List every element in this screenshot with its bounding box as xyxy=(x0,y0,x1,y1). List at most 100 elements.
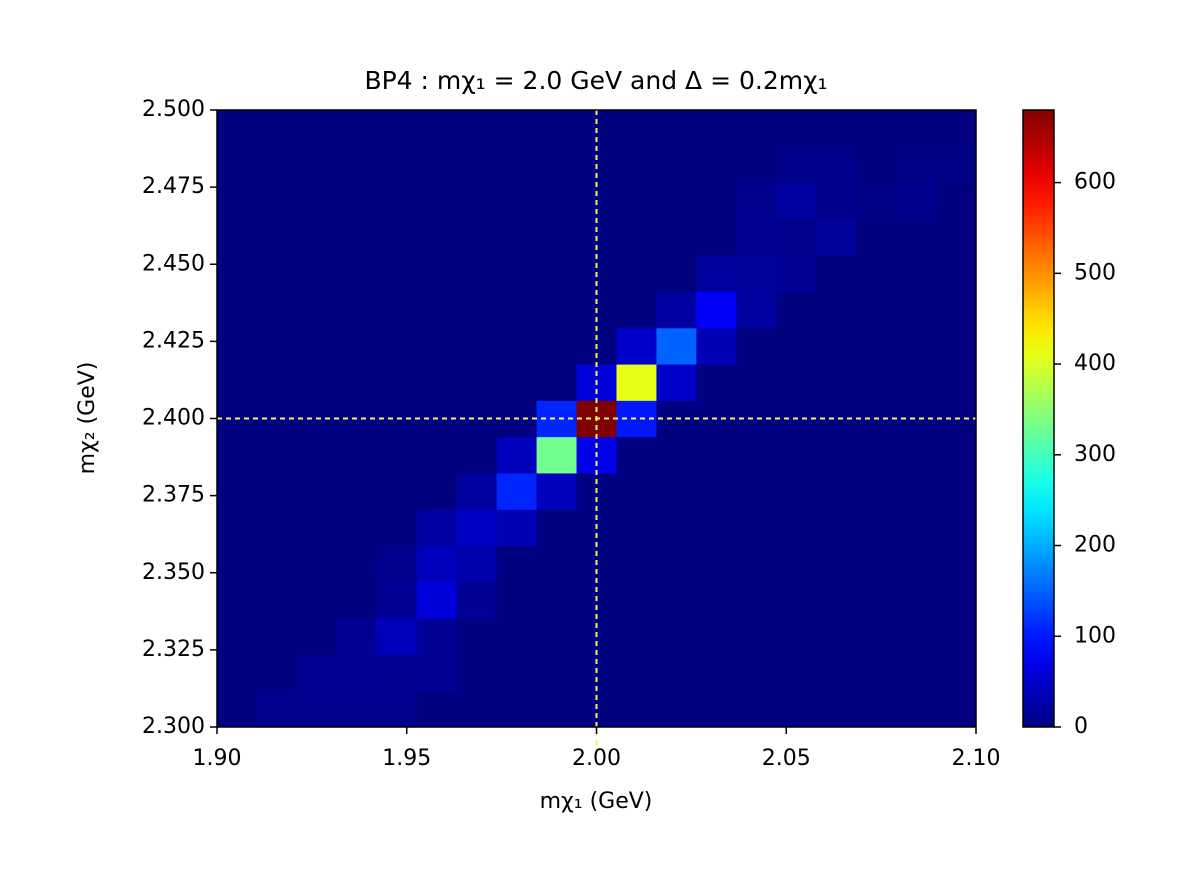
heatmap-cell xyxy=(376,218,418,256)
y-axis-label: mχ₂ (GeV) xyxy=(75,362,100,475)
heatmap-cell xyxy=(376,509,418,547)
heatmap-cell xyxy=(217,436,258,474)
heatmap-cell xyxy=(736,364,777,401)
heatmap-cell xyxy=(456,472,498,510)
heatmap-cell xyxy=(256,654,298,692)
heatmap-cell xyxy=(416,509,458,547)
heatmap-cell xyxy=(816,509,857,547)
heatmap-cell xyxy=(256,182,298,220)
heatmap-cell xyxy=(256,545,298,583)
heatmap-cell xyxy=(456,690,498,728)
heatmap-cell xyxy=(656,255,697,292)
heatmap-cell xyxy=(896,545,937,583)
x-tick-label: 2.00 xyxy=(572,746,621,771)
colorbar xyxy=(1022,109,1055,728)
heatmap-cell xyxy=(416,436,458,474)
colorbar-tick-label: 400 xyxy=(1074,351,1116,376)
heatmap-cell xyxy=(416,110,458,147)
heatmap-cell xyxy=(936,581,977,619)
heatmap-cell xyxy=(456,146,498,184)
heatmap-cell xyxy=(656,509,697,547)
heatmap-cell xyxy=(696,618,737,655)
heatmap-cell xyxy=(217,327,258,365)
heatmap-cell xyxy=(536,436,578,474)
heatmap-cell xyxy=(456,255,498,292)
heatmap-cell xyxy=(496,291,538,329)
heatmap-cell xyxy=(456,436,498,474)
heatmap-cell xyxy=(376,110,418,147)
heatmap-cell xyxy=(896,436,937,474)
heatmap-cell xyxy=(696,255,737,292)
heatmap-cell xyxy=(217,618,258,655)
heatmap-cell xyxy=(296,436,338,474)
heatmap-cell xyxy=(256,146,298,184)
heatmap-cell xyxy=(536,364,578,401)
heatmap-cell xyxy=(616,581,657,619)
heatmap-cell xyxy=(856,110,897,147)
heatmap-cell xyxy=(896,364,937,401)
heatmap-cell xyxy=(217,545,258,583)
heatmap-cell xyxy=(496,218,538,256)
heatmap-cell xyxy=(217,255,258,292)
heatmap-cell xyxy=(456,364,498,401)
heatmap-cell xyxy=(736,472,777,510)
heatmap-cell xyxy=(496,654,538,692)
heatmap-cell xyxy=(336,146,378,184)
heatmap-cell xyxy=(296,690,338,728)
heatmap-cell xyxy=(816,364,857,401)
heatmap-cell xyxy=(816,255,857,292)
heatmap-cell xyxy=(296,291,338,329)
heatmap-cell xyxy=(896,327,937,365)
x-axis-label: mχ₁ (GeV) xyxy=(540,789,653,814)
heatmap-cell xyxy=(616,618,657,655)
heatmap-cell xyxy=(217,581,258,619)
heatmap-cell xyxy=(536,472,578,510)
colorbar-tick-label: 600 xyxy=(1074,170,1116,195)
heatmap-cell xyxy=(656,436,697,474)
heatmap-cell xyxy=(336,509,378,547)
heatmap-cell xyxy=(616,146,657,184)
heatmap-cell xyxy=(456,110,498,147)
heatmap-cell xyxy=(256,509,298,547)
heatmap-cell xyxy=(656,291,697,329)
heatmap-cell xyxy=(376,545,418,583)
heatmap-cell xyxy=(656,472,697,510)
heatmap-cell xyxy=(616,545,657,583)
heatmap-cell xyxy=(816,218,857,256)
heatmap-cell xyxy=(656,690,697,728)
heatmap-cell xyxy=(736,255,777,292)
heatmap-cell xyxy=(416,472,458,510)
heatmap-cell xyxy=(616,291,657,329)
heatmap-cell xyxy=(656,654,697,692)
heatmap-cell xyxy=(696,436,737,474)
heatmap-cell xyxy=(616,654,657,692)
heatmap-cell xyxy=(736,146,777,184)
heatmap-cell xyxy=(296,146,338,184)
heatmap-cell xyxy=(217,472,258,510)
heatmap-cell xyxy=(376,654,418,692)
heatmap-cell xyxy=(217,509,258,547)
heatmap-cell xyxy=(856,690,897,728)
y-tick-label: 2.400 xyxy=(142,406,205,431)
y-tick-label: 2.475 xyxy=(142,174,205,199)
heatmap-cell xyxy=(296,618,338,655)
heatmap-cell xyxy=(656,327,697,365)
heatmap-cell xyxy=(896,472,937,510)
heatmap-cell xyxy=(696,146,737,184)
heatmap-cell xyxy=(496,472,538,510)
heatmap-cell xyxy=(736,690,777,728)
heatmap-cell xyxy=(416,618,458,655)
heatmap-cell xyxy=(296,110,338,147)
heatmap-cell xyxy=(217,146,258,184)
heatmap-cell xyxy=(896,110,937,147)
heatmap-cell xyxy=(536,509,578,547)
heatmap-cell xyxy=(376,618,418,655)
heatmap-cell xyxy=(536,690,578,728)
heatmap-cell xyxy=(256,218,298,256)
heatmap-cell xyxy=(217,690,258,728)
heatmap-cell xyxy=(376,472,418,510)
heatmap-cell xyxy=(616,218,657,256)
heatmap-cell xyxy=(696,327,737,365)
heatmap-cell xyxy=(896,218,937,256)
